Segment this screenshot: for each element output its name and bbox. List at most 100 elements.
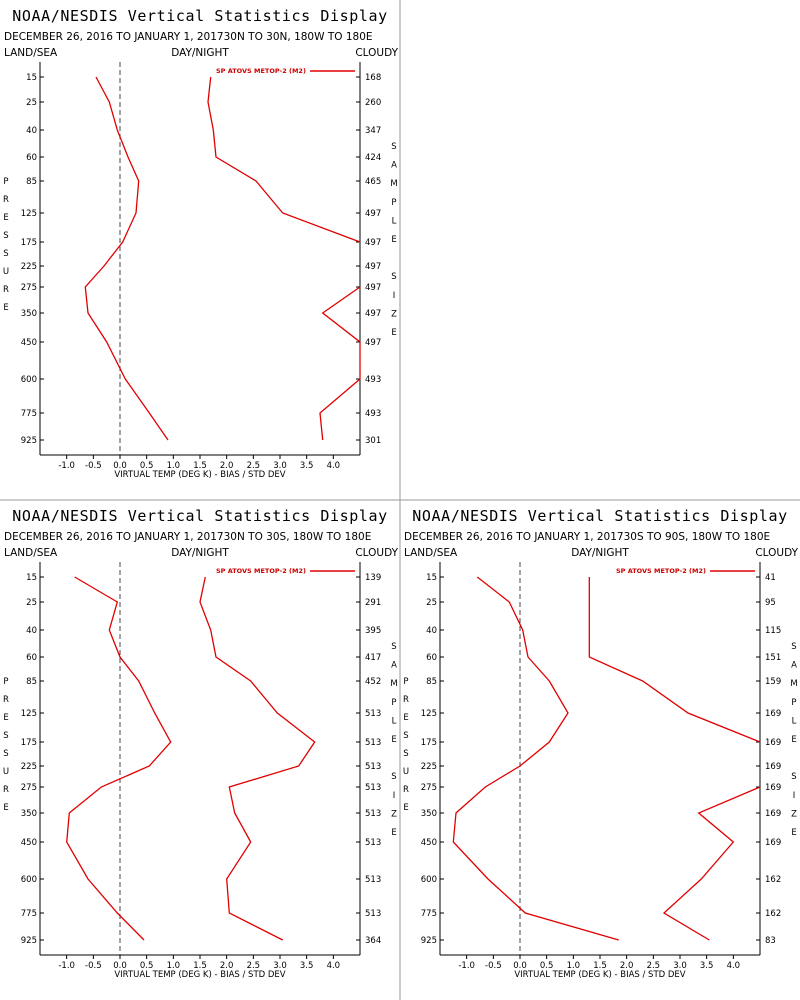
x-tick-label: 2.0 <box>220 461 234 471</box>
pressure-level-label: 925 <box>21 436 37 446</box>
cloudy-label: CLOUDY <box>355 547 398 559</box>
x-tick-label: 2.5 <box>247 961 261 971</box>
sample-size-label: 159 <box>765 677 781 687</box>
y2-axis-label-letter: A <box>391 661 397 671</box>
y2-axis-label-letter: M <box>790 679 797 689</box>
y2-axis-label-letter: P <box>791 698 796 708</box>
date-range: DECEMBER 26, 2016 TO JANUARY 1, 2017 <box>4 531 224 543</box>
date-range: DECEMBER 26, 2016 TO JANUARY 1, 2017 <box>4 31 224 43</box>
y-axis-label-letter: E <box>403 713 408 723</box>
y2-axis-label-letter: S <box>391 272 396 282</box>
sample-size-label: 513 <box>365 783 381 793</box>
pressure-level-label: 450 <box>21 338 37 348</box>
x-tick-label: 1.0 <box>567 961 581 971</box>
y-axis-label-letter: P <box>403 677 408 687</box>
x-tick-label: 2.5 <box>647 961 661 971</box>
chart-subtitle: DECEMBER 26, 2016 TO JANUARY 1, 201730N … <box>4 31 373 43</box>
pressure-level-label: 175 <box>421 738 437 748</box>
legend-label: SP ATOVS METOP-2 (M2) <box>216 567 306 575</box>
y-axis-label-letter: S <box>3 249 8 259</box>
region: 30N TO 30S, 180W TO 180E <box>224 531 372 543</box>
y2-axis-label-letter: A <box>791 661 797 671</box>
sample-size-label: 347 <box>365 126 381 136</box>
y2-axis-label-letter: Z <box>391 809 397 819</box>
pressure-level-label: 175 <box>21 238 37 248</box>
x-tick-label: 1.0 <box>167 961 181 971</box>
x-tick-label: -1.0 <box>58 961 75 971</box>
sample-size-label: 115 <box>765 626 781 636</box>
sample-size-label: 151 <box>765 653 781 663</box>
y-axis-label-letter: R <box>403 695 409 705</box>
y-axis-label-letter: R <box>403 785 409 795</box>
x-axis-label: VIRTUAL TEMP (DEG K) - BIAS / STD DEV <box>514 970 685 980</box>
cloudy-label: CLOUDY <box>355 47 398 59</box>
region: 30S TO 90S, 180W TO 180E <box>624 531 771 543</box>
sample-size-label: 301 <box>365 436 381 446</box>
x-tick-label: 0.5 <box>540 961 554 971</box>
sample-size-label: 513 <box>365 875 381 885</box>
sample-size-label: 169 <box>765 709 781 719</box>
pressure-level-label: 450 <box>421 838 437 848</box>
sample-size-label: 169 <box>765 838 781 848</box>
pressure-level-label: 275 <box>21 283 37 293</box>
x-tick-label: 4.0 <box>327 461 341 471</box>
std-dev-profile-line <box>662 786 761 941</box>
legend-label: SP ATOVS METOP-2 (M2) <box>616 567 706 575</box>
sample-size-label: 169 <box>765 738 781 748</box>
pressure-level-label: 15 <box>26 573 37 583</box>
x-axis-label: VIRTUAL TEMP (DEG K) - BIAS / STD DEV <box>114 970 285 980</box>
chart-subtitle: DECEMBER 26, 2016 TO JANUARY 1, 201730N … <box>4 531 371 543</box>
sample-size-label: 513 <box>365 809 381 819</box>
sample-size-label: 169 <box>765 783 781 793</box>
y2-axis-label-letter: M <box>390 679 397 689</box>
pressure-level-label: 125 <box>21 709 37 719</box>
x-tick-label: 2.0 <box>220 961 234 971</box>
y-axis-label-letter: R <box>3 285 9 295</box>
y2-axis-label-letter: S <box>391 772 396 782</box>
sample-size-label: 168 <box>365 73 381 83</box>
sample-size-label: 169 <box>765 809 781 819</box>
sample-size-label: 169 <box>765 762 781 772</box>
sample-size-label: 364 <box>365 936 381 946</box>
pressure-level-label: 125 <box>421 709 437 719</box>
pressure-level-label: 25 <box>426 598 437 608</box>
pressure-level-label: 175 <box>21 738 37 748</box>
sample-size-label: 497 <box>365 209 381 219</box>
cloudy-label: CLOUDY <box>755 547 798 559</box>
y-axis-label-letter: E <box>3 303 8 313</box>
pressure-level-label: 350 <box>421 809 437 819</box>
pressure-level-label: 40 <box>26 626 37 636</box>
date-range: DECEMBER 26, 2016 TO JANUARY 1, 2017 <box>404 531 624 543</box>
y2-axis-label-letter: E <box>391 328 396 338</box>
sample-size-label: 162 <box>765 875 781 885</box>
x-tick-label: 3.0 <box>673 961 687 971</box>
sample-size-label: 465 <box>365 177 381 187</box>
y-axis-label-letter: R <box>3 195 9 205</box>
bias-profile-line <box>66 576 172 941</box>
sample-size-label: 83 <box>765 936 776 946</box>
sample-size-label: 41 <box>765 573 776 583</box>
chart-title: NOAA/NESDIS Vertical Statistics Display <box>12 7 388 25</box>
y-axis-label-letter: P <box>3 177 8 187</box>
y2-axis-label-letter: S <box>391 142 396 152</box>
x-tick-label: 3.5 <box>300 461 314 471</box>
x-tick-label: 2.0 <box>620 961 634 971</box>
chart-panel-1: NOAA/NESDIS Vertical Statistics Display D… <box>3 7 399 480</box>
pressure-level-label: 225 <box>21 262 37 272</box>
pressure-level-label: 925 <box>21 936 37 946</box>
x-tick-label: 3.0 <box>273 961 287 971</box>
y-axis-label-letter: E <box>3 213 8 223</box>
x-tick-label: 4.0 <box>727 961 741 971</box>
land-sea-label: LAND/SEA <box>404 547 458 559</box>
chart-subtitle: DECEMBER 26, 2016 TO JANUARY 1, 201730S … <box>404 531 770 543</box>
y2-axis-label-letter: P <box>391 198 396 208</box>
x-tick-label: -0.5 <box>85 961 102 971</box>
sample-size-label: 513 <box>365 738 381 748</box>
pressure-level-label: 60 <box>26 653 37 663</box>
y-axis-label-letter: E <box>3 713 8 723</box>
sample-size-label: 162 <box>765 909 781 919</box>
chart-panel-2: NOAA/NESDIS Vertical Statistics Display D… <box>3 507 399 980</box>
